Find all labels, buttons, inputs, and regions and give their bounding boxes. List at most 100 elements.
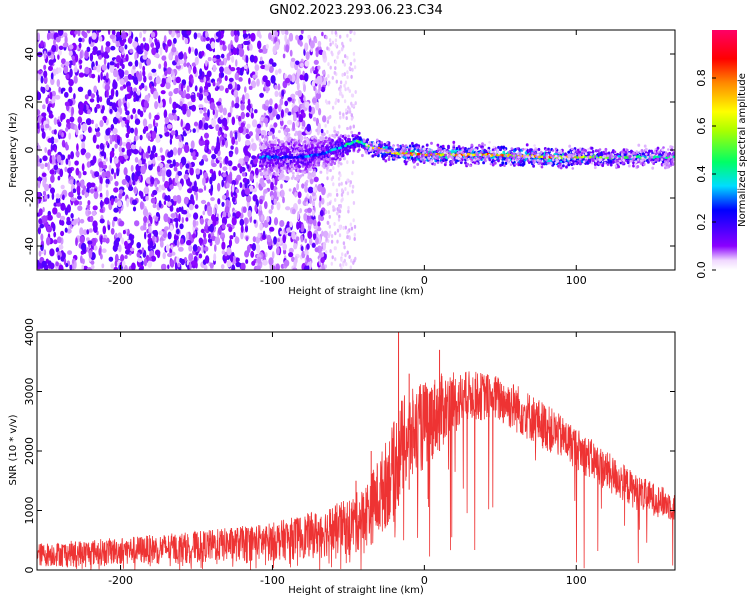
noise-cell — [319, 209, 324, 217]
noise-cell — [198, 92, 204, 101]
noise-cell — [326, 220, 329, 225]
noise-cell — [264, 99, 270, 107]
signal-cell — [342, 157, 346, 161]
noise-cell — [43, 70, 48, 78]
noise-cell — [161, 170, 166, 176]
noise-cell — [169, 96, 172, 105]
noise-cell — [102, 164, 108, 170]
noise-cell — [270, 204, 274, 210]
noise-cell — [123, 167, 128, 176]
noise-cell — [51, 154, 55, 162]
noise-cell — [132, 180, 136, 186]
noise-cell — [102, 115, 108, 121]
noise-cell — [99, 176, 103, 185]
noise-cell — [217, 80, 220, 87]
noise-cell — [84, 50, 89, 59]
noise-cell — [93, 245, 98, 251]
signal-cell — [291, 171, 295, 175]
signal-cell — [672, 151, 675, 155]
noise-cell — [220, 72, 225, 78]
noise-cell — [331, 75, 334, 80]
noise-cell — [239, 182, 243, 189]
noise-cell — [223, 133, 228, 138]
noise-cell — [233, 30, 238, 36]
signal-cell — [311, 143, 314, 147]
noise-cell — [37, 154, 40, 164]
noise-cell — [193, 212, 199, 220]
noise-cell — [167, 39, 172, 47]
noise-cell — [274, 69, 279, 76]
noise-cell — [216, 101, 222, 106]
noise-cell — [339, 173, 342, 178]
signal-cell — [504, 161, 508, 165]
noise-cell — [53, 164, 59, 171]
noise-cell — [100, 235, 103, 245]
noise-cell — [227, 160, 233, 167]
noise-cell — [284, 100, 289, 107]
noise-cell — [88, 228, 93, 233]
signal-cell — [481, 145, 484, 149]
noise-cell — [43, 50, 47, 60]
noise-cell — [77, 86, 84, 93]
noise-cell — [76, 143, 79, 152]
noise-cell — [339, 226, 342, 231]
noise-cell — [57, 255, 61, 261]
noise-cell — [154, 114, 160, 121]
noise-cell — [320, 257, 325, 264]
signal-cell — [308, 168, 312, 172]
noise-cell — [225, 140, 228, 149]
noise-cell — [343, 62, 346, 67]
noise-cell — [344, 253, 347, 258]
noise-cell — [271, 62, 277, 67]
noise-cell — [88, 36, 92, 45]
noise-cell — [252, 74, 258, 79]
noise-cell — [105, 183, 109, 188]
noise-cell — [229, 105, 233, 114]
signal-cell — [351, 134, 355, 138]
noise-cell — [87, 89, 92, 97]
signal-cell — [258, 168, 262, 173]
signal-cell — [311, 146, 314, 150]
noise-cell — [49, 91, 53, 100]
noise-cell — [70, 196, 75, 202]
noise-cell — [346, 75, 349, 80]
signal-cell — [588, 158, 592, 162]
signal-cell — [314, 139, 317, 143]
noise-cell — [203, 92, 209, 97]
noise-cell — [117, 135, 120, 140]
noise-cell — [102, 237, 107, 243]
noise-cell — [353, 31, 356, 36]
noise-cell — [259, 92, 264, 98]
noise-cell — [278, 68, 282, 74]
signal-cell — [470, 143, 474, 147]
noise-cell — [351, 189, 354, 194]
noise-cell — [244, 224, 249, 233]
noise-cell — [61, 87, 66, 92]
noise-cell — [183, 173, 189, 180]
noise-cell — [79, 179, 85, 188]
noise-cell — [158, 230, 164, 236]
signal-cell — [562, 164, 565, 168]
noise-cell — [266, 215, 270, 223]
noise-cell — [124, 44, 128, 50]
noise-cell — [228, 152, 233, 158]
noise-cell — [209, 223, 214, 233]
noise-cell — [70, 122, 74, 130]
noise-cell — [69, 68, 73, 78]
noise-cell — [256, 249, 260, 254]
noise-cell — [161, 55, 167, 61]
noise-cell — [317, 88, 320, 95]
noise-cell — [234, 146, 239, 155]
noise-cell — [43, 76, 48, 84]
noise-cell — [164, 126, 167, 133]
noise-cell — [150, 255, 157, 262]
noise-cell — [277, 104, 282, 113]
noise-cell — [341, 41, 344, 46]
signal-cell — [324, 164, 328, 168]
noise-cell — [139, 134, 143, 141]
noise-cell — [352, 218, 355, 223]
noise-cell — [231, 116, 236, 126]
noise-cell — [164, 226, 169, 231]
noise-cell — [134, 157, 139, 163]
signal-cell — [353, 133, 357, 138]
